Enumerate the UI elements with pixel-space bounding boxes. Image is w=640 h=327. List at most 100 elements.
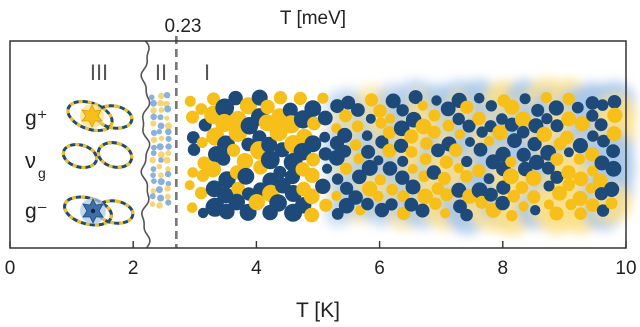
- plot-frame: [9, 40, 627, 249]
- navy-particle-dot: [529, 154, 545, 170]
- region-ii-dot: [149, 201, 156, 207]
- gold-particle-dot: [475, 195, 489, 209]
- region-ii-dot: [156, 129, 162, 135]
- navy-particle-dot: [197, 207, 209, 219]
- gold-particle-dot: [587, 165, 598, 177]
- gold-particle-dot: [427, 125, 441, 139]
- gold-particle-dot: [592, 173, 608, 189]
- gold-particle-dot: [339, 109, 352, 123]
- row-label-nu: ν g: [25, 148, 46, 181]
- gold-particle-dot: [304, 167, 320, 183]
- gold-particle-dot: [353, 153, 365, 165]
- region-ii-dot: [158, 157, 164, 163]
- gold-particle-dot: [506, 210, 518, 222]
- gold-particle-dot: [492, 124, 508, 141]
- gold-particle-dot: [373, 104, 387, 118]
- gold-particle-dot: [382, 143, 397, 158]
- navy-particle-dot: [408, 90, 423, 105]
- navy-particle-dot: [315, 178, 331, 194]
- gold-particle-dot: [607, 107, 623, 123]
- navy-particle-dot: [471, 182, 488, 199]
- gold-particle-dot: [372, 190, 384, 202]
- navy-particle-dot: [260, 150, 280, 170]
- region-ii-dot: [157, 194, 165, 202]
- region-ii-dot: [150, 166, 157, 173]
- gold-particle-dot: [525, 170, 542, 186]
- region-ii-dot: [165, 128, 172, 136]
- region-ii-dot: [156, 202, 163, 209]
- gold-particle-dot: [560, 130, 574, 145]
- navy-particle-dot: [228, 90, 243, 106]
- navy-particle-dot: [337, 127, 353, 143]
- region-ii-dot: [165, 166, 171, 172]
- region-ii-dot: [148, 94, 155, 101]
- navy-particle-dot: [527, 137, 542, 152]
- region-ii-dot: [164, 115, 170, 121]
- region-label-III: III: [90, 60, 108, 85]
- navy-particle-dot: [361, 130, 373, 141]
- gold-particle-dot: [573, 153, 586, 165]
- gold-particle-dot: [306, 152, 320, 167]
- gold-particle-dot: [351, 120, 364, 133]
- top-axis-label: T [meV]: [280, 8, 346, 29]
- region-ii-dot: [165, 143, 172, 150]
- x-axis-ticks: 0 2 4 6 8 10: [5, 241, 637, 279]
- gold-particle-dot: [543, 199, 555, 210]
- navy-particle-dot: [395, 170, 410, 185]
- region-ii-dot: [164, 170, 172, 178]
- gold-particle-dot: [574, 207, 587, 220]
- navy-particle-dot: [586, 109, 599, 122]
- navy-particle-dot: [483, 173, 495, 185]
- gold-particle-dot: [196, 137, 208, 148]
- navy-particle-dot: [604, 181, 620, 197]
- region-ii-dot: [150, 129, 158, 136]
- gold-particle-dot: [260, 99, 275, 115]
- gold-particle-dot: [382, 126, 396, 139]
- gold-particle-dot: [585, 182, 597, 194]
- navy-particle-dot: [348, 190, 363, 205]
- navy-particle-dot: [507, 133, 522, 149]
- gold-particle-dot: [186, 202, 198, 213]
- row-label-nu-subscript: g: [38, 165, 46, 181]
- navy-particle-dot: [269, 194, 287, 212]
- region-ii-dot: [163, 92, 171, 99]
- region-ii-dot: [150, 150, 157, 157]
- gplus-pair-icon: [66, 99, 134, 133]
- navy-particle-dot: [361, 197, 374, 211]
- gold-particle-dot: [536, 126, 552, 143]
- region-ii-dot: [164, 193, 171, 200]
- gold-particle-dot: [439, 155, 453, 169]
- x-tick-label: 0: [5, 258, 16, 279]
- region-ii-dot: [165, 122, 173, 130]
- gold-particle-dot: [502, 168, 519, 185]
- region-ii-dot: [158, 135, 165, 142]
- gold-particle-dot: [562, 178, 575, 192]
- navy-particle-dot: [385, 93, 401, 109]
- x-tick-label: 2: [128, 258, 139, 279]
- gold-particle-dot: [515, 181, 529, 195]
- navy-particle-dot: [331, 173, 344, 185]
- gold-particle-dot: [561, 165, 576, 180]
- gold-particle-dot: [574, 116, 590, 132]
- navy-particle-dot: [550, 170, 564, 184]
- navy-particle-dot: [404, 197, 419, 212]
- navy-particle-dot: [405, 179, 421, 195]
- gold-particle-dot: [505, 156, 517, 168]
- gold-particle-dot: [331, 190, 342, 201]
- gold-particle-dot: [442, 119, 455, 132]
- nu-pair-icon: [61, 141, 134, 170]
- navy-particle-dot: [605, 160, 622, 177]
- gold-particle-dot: [215, 113, 234, 133]
- navy-particle-dot: [483, 187, 498, 202]
- region-ii-dot: [165, 150, 172, 157]
- gold-particle-dot: [239, 97, 257, 115]
- navy-particle-dot: [237, 167, 255, 185]
- navy-particle-dot: [550, 119, 564, 133]
- navy-particle-dot: [516, 147, 531, 162]
- navy-particle-dot: [338, 145, 352, 158]
- gold-particle-dot: [304, 207, 320, 223]
- gold-particle-dot: [515, 111, 531, 128]
- navy-particle-dot: [594, 155, 610, 171]
- region-ii-dot: [150, 99, 157, 107]
